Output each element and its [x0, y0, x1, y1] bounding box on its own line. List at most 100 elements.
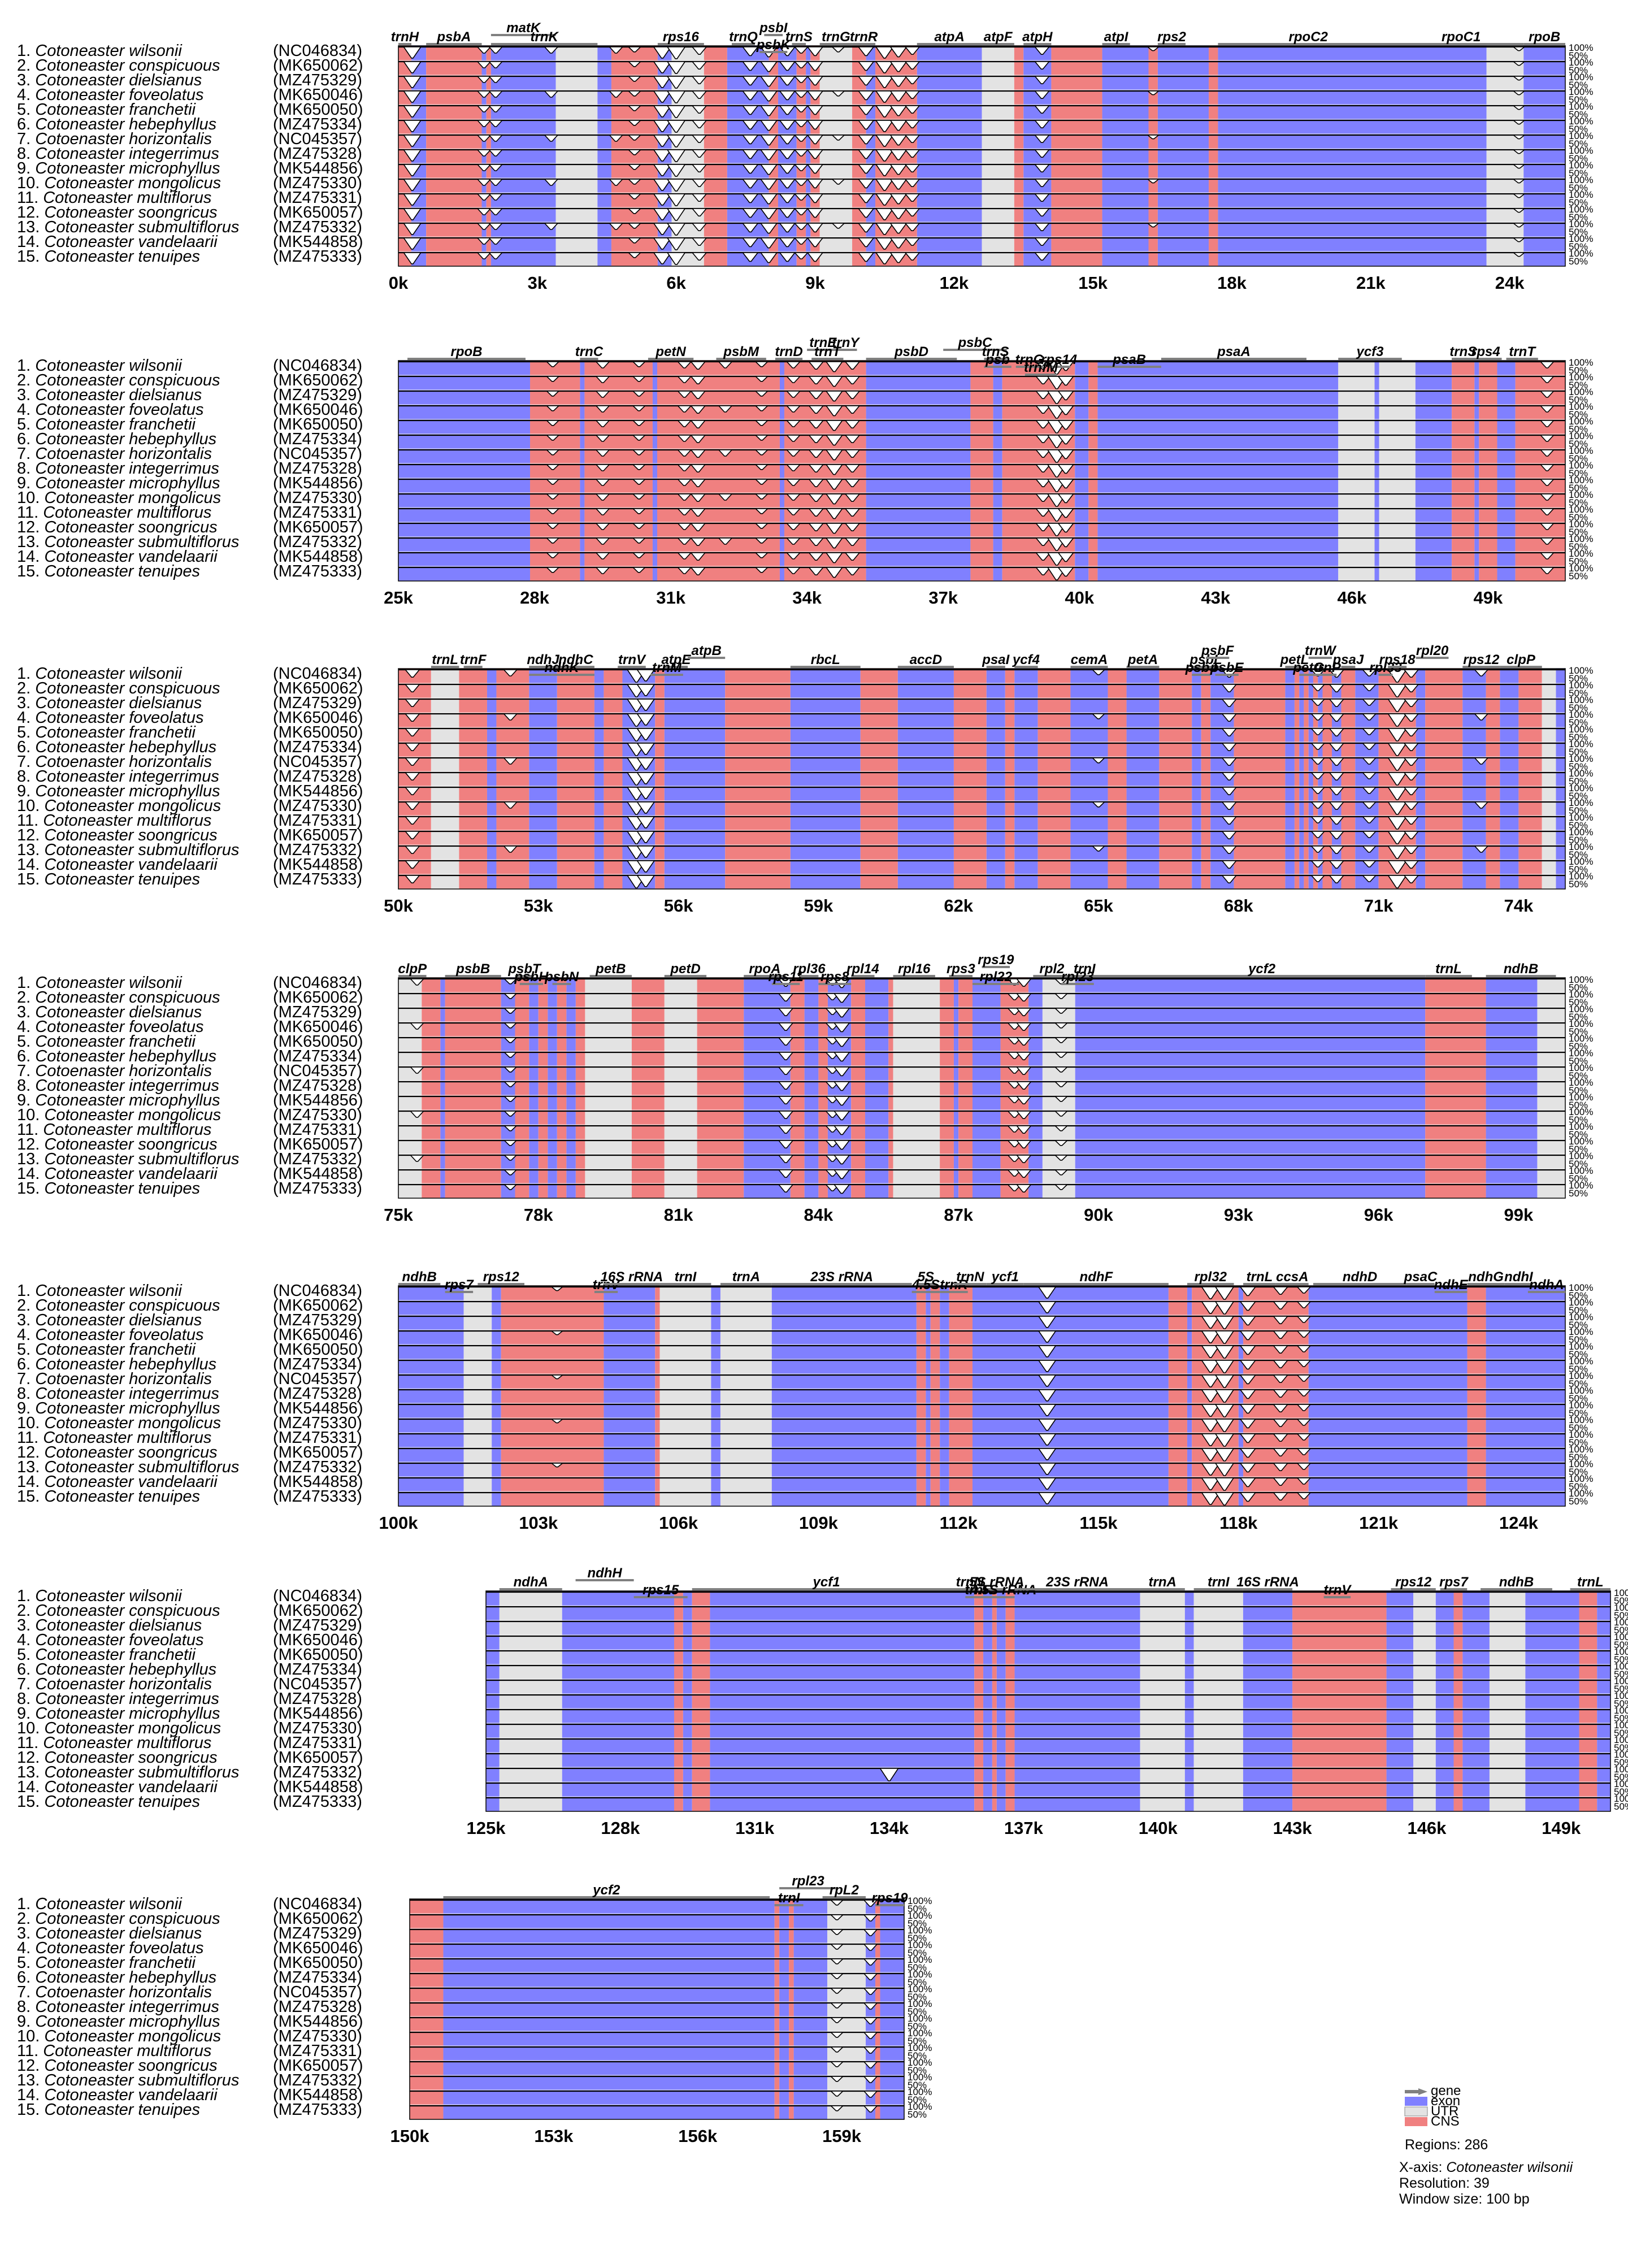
species-accession: (MK544858): [273, 548, 363, 566]
species-label: 1. Cotoneaster wilsonii: [17, 1587, 183, 1605]
gene-label: trnA: [732, 1269, 760, 1285]
identity-dip: [1015, 1169, 1032, 1178]
species-name: Cotoneaster soongricus: [44, 826, 217, 844]
pct-label-100: 100%: [1569, 189, 1593, 200]
identity-dip: [1035, 567, 1052, 575]
gene-label: psbE: [1210, 660, 1244, 675]
identity-dip: [653, 90, 672, 103]
identity-dip: [627, 179, 642, 185]
identity-dip: [1387, 743, 1408, 756]
identity-dip: [1037, 1463, 1057, 1475]
x-tick-label: 62k: [944, 896, 973, 916]
pct-label-50: 50%: [1569, 849, 1588, 860]
species-accession: (MK650046): [273, 1631, 363, 1649]
pct-label-50: 50%: [1569, 439, 1588, 449]
species-name: Cotoenaster horizontalis: [35, 130, 212, 148]
gene-label: trnL: [1577, 1575, 1604, 1590]
pct-label-100: 100%: [1569, 175, 1593, 185]
species-label: 15. Cotoneaster tenuipes: [17, 1793, 200, 1811]
identity-dip: [1296, 1419, 1312, 1426]
region-exon: [1192, 669, 1201, 889]
pct-label-100: 100%: [1569, 519, 1593, 530]
identity-dip: [718, 405, 733, 413]
identity-dip: [632, 420, 646, 426]
identity-dip: [1310, 845, 1326, 853]
species-label: 3. Cotoneaster dielsianus: [17, 694, 202, 712]
region-exon: [779, 361, 784, 581]
species-name: Cotoneaster multiflorus: [43, 812, 211, 830]
pct-label-50: 50%: [1614, 1610, 1628, 1621]
identity-dip: [806, 149, 824, 159]
identity-dip: [857, 252, 875, 262]
species-label: 9. Cotoneaster microphyllus: [17, 1399, 220, 1417]
pct-label-100: 100%: [908, 2057, 932, 2068]
pct-label-50: 50%: [1569, 1290, 1588, 1301]
pct-label-100: 100%: [1569, 1151, 1593, 1161]
legend-xaxis-prefix: X-axis:: [1399, 2159, 1446, 2175]
pct-label-50: 50%: [1569, 997, 1588, 1008]
identity-dip: [863, 2076, 878, 2083]
identity-dip: [863, 1944, 878, 1951]
region-cns: [459, 669, 487, 889]
identity-dip: [1361, 757, 1377, 765]
pct-label-50: 50%: [908, 1903, 927, 1914]
identity-dip: [1214, 1492, 1235, 1506]
identity-dip: [1310, 699, 1326, 706]
identity-dip: [550, 1286, 564, 1291]
species-label: 7. Cotoenaster horizontalis: [17, 1062, 212, 1080]
species-accession: (MZ475329): [273, 694, 362, 712]
region-cns: [501, 1286, 604, 1506]
identity-dip: [830, 1988, 844, 1994]
identity-dip: [741, 61, 759, 71]
identity-dip: [1387, 699, 1408, 712]
pct-label-50: 50%: [1569, 791, 1588, 801]
identity-dip: [1035, 464, 1052, 472]
identity-dip: [1146, 179, 1160, 184]
identity-dip: [1296, 1389, 1312, 1397]
pct-label-50: 50%: [1569, 732, 1588, 743]
identity-dip: [636, 801, 655, 814]
identity-dip: [1201, 1404, 1221, 1417]
identity-dip: [550, 1330, 564, 1335]
identity-dip: [1296, 1492, 1312, 1499]
region-cns: [970, 361, 993, 581]
identity-dip: [545, 435, 560, 441]
region-utr: [659, 1286, 711, 1506]
identity-dip: [904, 252, 921, 261]
species-name: Cotoneaster vandelaarii: [44, 548, 218, 566]
species-number: 1.: [17, 42, 35, 60]
identity-dip: [741, 223, 759, 233]
legend-exon-label: exon: [1431, 2093, 1460, 2109]
species-number: 1.: [17, 357, 35, 375]
identity-dip: [759, 90, 778, 102]
identity-dip: [1273, 1463, 1289, 1471]
x-axis: 100k 103k 106k 109k 112k 115k 118k 121k 124k: [379, 1513, 1539, 1533]
species-name: Cotoneaster submultiflorus: [44, 2071, 239, 2089]
identity-dip: [1273, 1404, 1289, 1412]
x-tick-label: 124k: [1499, 1513, 1539, 1533]
region-cns: [674, 1591, 683, 1811]
identity-dip: [488, 252, 503, 259]
identity-dip: [595, 391, 610, 398]
identity-dip: [1054, 1081, 1069, 1087]
x-tick-label: 134k: [870, 1818, 909, 1838]
x-tick-label: 50k: [384, 896, 413, 916]
identity-dip: [1310, 875, 1326, 882]
identity-dip: [857, 208, 875, 218]
region-cns: [655, 669, 665, 889]
species-number: 8.: [17, 1690, 35, 1708]
region-exon: [664, 669, 726, 889]
species-name: Cotoneaster conspicuous: [35, 1296, 220, 1315]
identity-dip: [476, 90, 492, 98]
identity-dip: [844, 361, 861, 370]
identity-dip: [1037, 1286, 1057, 1299]
identity-dip: [632, 567, 646, 573]
species-label: 14. Cotoneaster vandelaarii: [17, 1473, 218, 1491]
identity-dip: [718, 537, 733, 545]
identity-dip: [833, 1140, 850, 1150]
pct-label-50: 50%: [1614, 1595, 1628, 1606]
pct-label-50: 50%: [1569, 688, 1588, 699]
species-name: Cotoneaster integerrimus: [35, 767, 219, 786]
